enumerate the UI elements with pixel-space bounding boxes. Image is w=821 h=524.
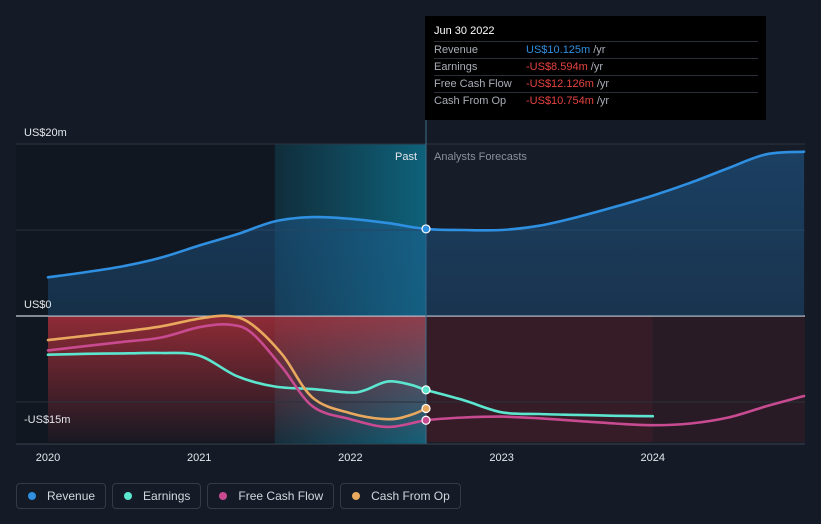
tooltip-value: -US$8.594m/yr: [526, 61, 603, 73]
past-label: Past: [395, 151, 417, 163]
earnings-current-point: [421, 385, 431, 395]
tooltip: Jun 30 2022 Revenue US$10.125m/yr Earnin…: [425, 16, 766, 120]
legend-item-cash-from-op[interactable]: Cash From Op: [340, 483, 461, 509]
tooltip-unit: /yr: [593, 44, 606, 56]
revenue-current-point: [421, 224, 431, 234]
revenue-area: [48, 151, 804, 316]
y-axis-label: US$0: [24, 299, 52, 311]
free-cash-flow-line: [46, 322, 806, 429]
tooltip-label: Cash From Op: [434, 95, 507, 107]
y-axis-label: US$20m: [24, 127, 67, 139]
tooltip-label: Free Cash Flow: [434, 78, 512, 90]
legend-label: Revenue: [47, 489, 96, 503]
tooltip-value: -US$10.754m/yr: [526, 95, 609, 107]
x-axis-tick-label: 2023: [489, 452, 513, 464]
x-axis-tick-label: 2020: [36, 452, 60, 464]
tooltip-number: -US$8.594m: [526, 61, 588, 73]
legend-dot-icon: [124, 492, 133, 500]
tooltip-row-free-cash-flow: Free Cash Flow -US$12.126m/yr: [434, 75, 758, 93]
legend-dot-icon: [28, 492, 36, 500]
tooltip-row-earnings: Earnings -US$8.594m/yr: [434, 58, 758, 76]
negative-forecast-area: [426, 316, 653, 442]
tooltip-number: -US$10.754m: [526, 95, 594, 107]
negative-forecast-area-tail: [652, 316, 805, 442]
free-cash-flow-current-point: [421, 415, 431, 425]
tooltip-unit: /yr: [596, 95, 610, 107]
tooltip-value: US$10.125m/yr: [526, 44, 605, 56]
cash-from-op-line: [46, 314, 428, 421]
x-axis-tick-label: 2024: [641, 452, 665, 464]
tooltip-number: US$10.125m: [526, 44, 591, 56]
tooltip-label: Revenue: [434, 44, 479, 56]
legend-label: Free Cash Flow: [238, 489, 324, 503]
tooltip-unit: /yr: [596, 78, 610, 90]
tooltip-row-cash-from-op: Cash From Op -US$10.754m/yr: [434, 92, 758, 110]
x-axis-tick-label: 2021: [187, 452, 211, 464]
legend: Revenue Earnings Free Cash Flow Cash Fro…: [16, 483, 461, 511]
tooltip-label: Earnings: [434, 61, 478, 73]
earnings-line: [46, 351, 655, 418]
legend-dot-icon: [219, 492, 228, 500]
legend-label: Cash From Op: [371, 489, 450, 503]
legend-item-earnings[interactable]: Earnings: [112, 483, 202, 509]
legend-item-revenue[interactable]: Revenue: [16, 483, 107, 509]
tooltip-number: -US$12.126m: [526, 78, 594, 90]
legend-item-free-cash-flow[interactable]: Free Cash Flow: [207, 483, 335, 509]
legend-dot-icon: [352, 492, 361, 500]
negative-past-area: [48, 316, 426, 442]
y-axis-label: -US$15m: [24, 414, 70, 426]
cash-from-op-current-point: [421, 403, 431, 414]
tooltip-date: Jun 30 2022: [434, 25, 495, 37]
tooltip-unit: /yr: [590, 61, 603, 73]
x-axis-tick-label: 2022: [338, 452, 362, 464]
forecast-label: Analysts Forecasts: [434, 151, 527, 163]
legend-label: Earnings: [143, 489, 191, 503]
tooltip-value: -US$12.126m/yr: [526, 78, 609, 90]
tooltip-row-revenue: Revenue US$10.125m/yr: [434, 41, 758, 59]
